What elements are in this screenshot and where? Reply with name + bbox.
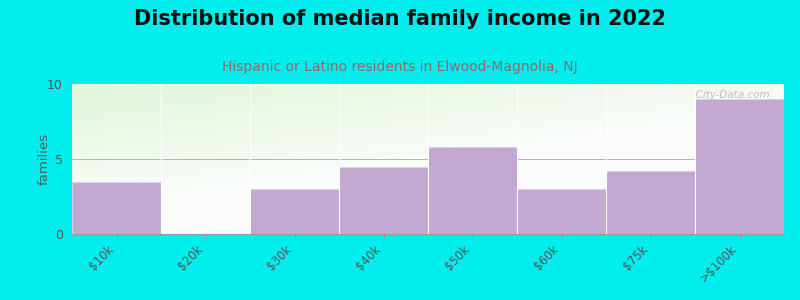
Bar <box>339 167 428 234</box>
Y-axis label: families: families <box>38 133 51 185</box>
Bar <box>695 99 784 234</box>
Bar <box>250 189 339 234</box>
Text: Distribution of median family income in 2022: Distribution of median family income in … <box>134 9 666 29</box>
Bar <box>72 182 161 234</box>
Bar <box>428 147 517 234</box>
Bar <box>606 171 695 234</box>
Text: City-Data.com: City-Data.com <box>689 90 770 100</box>
Bar <box>517 189 606 234</box>
Text: Hispanic or Latino residents in Elwood-Magnolia, NJ: Hispanic or Latino residents in Elwood-M… <box>222 60 578 74</box>
